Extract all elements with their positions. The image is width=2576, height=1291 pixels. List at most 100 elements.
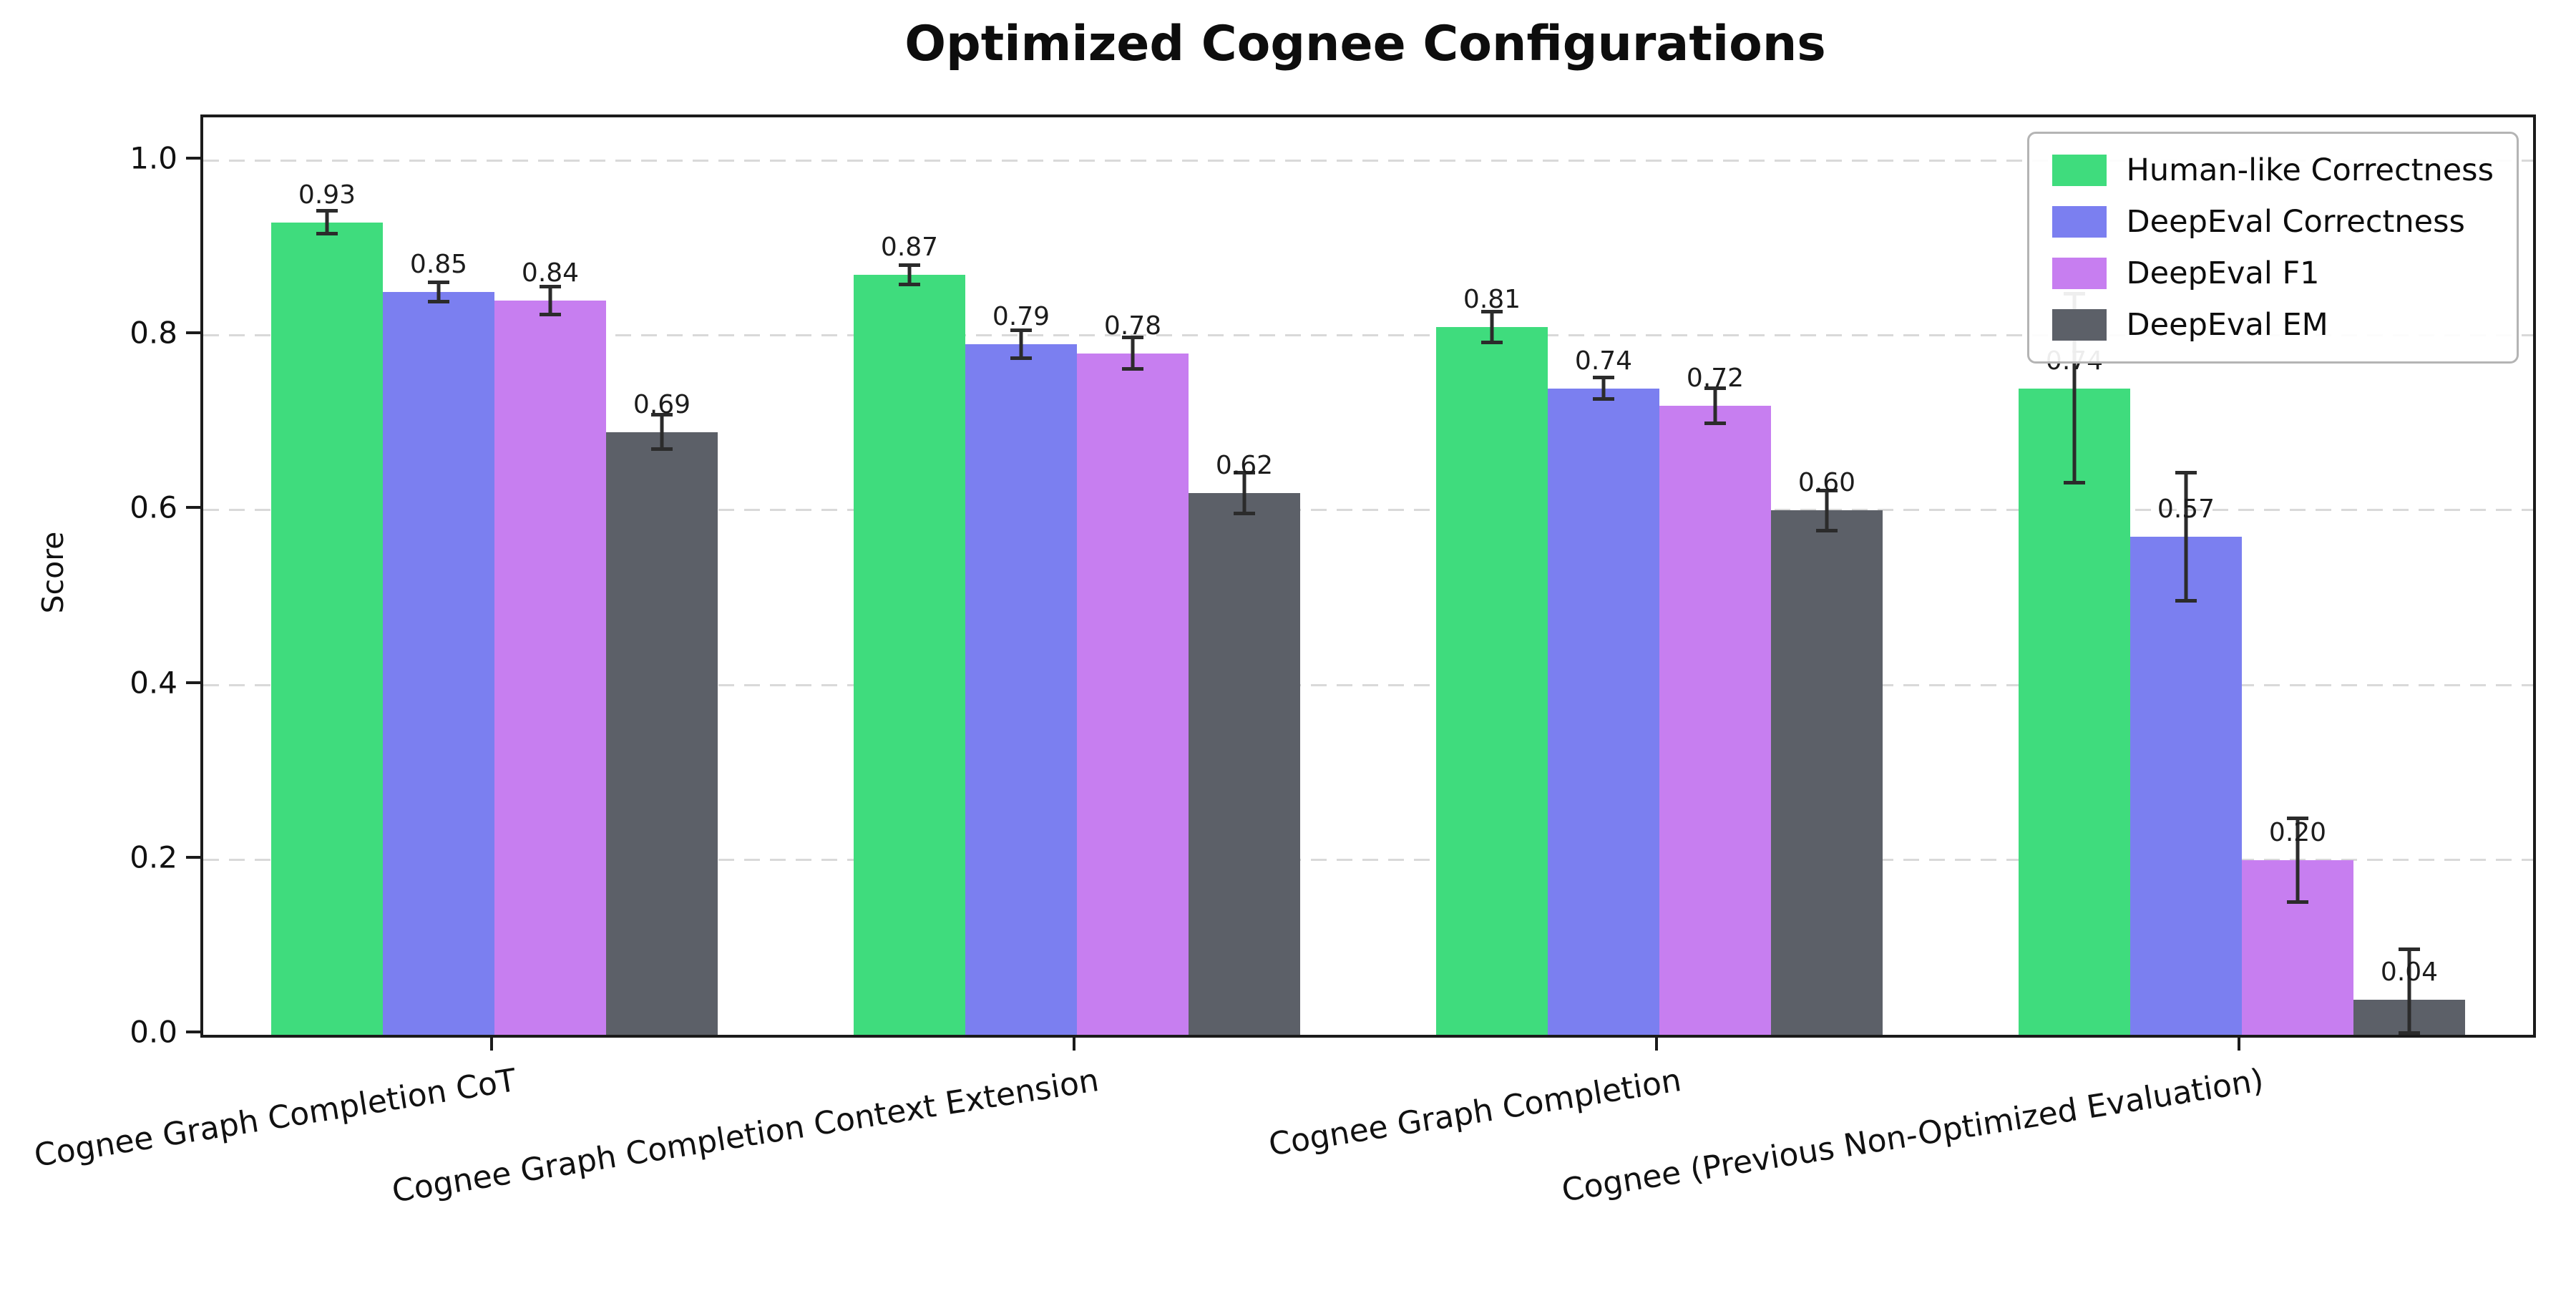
error-bar-cap	[651, 412, 673, 416]
bar-value-label: 0.04	[2380, 958, 2439, 988]
error-bar-cap	[1481, 341, 1503, 345]
gridline	[203, 334, 2533, 337]
y-tick-mark	[186, 855, 202, 859]
legend-item: DeepEval EM	[2051, 307, 2494, 343]
error-bar-cap	[1010, 328, 1032, 333]
error-bar-line	[2407, 947, 2411, 1035]
error-bar	[1234, 471, 1255, 515]
bar	[494, 301, 606, 1035]
error-bar-cap	[2399, 947, 2420, 951]
error-bar-line	[325, 209, 329, 235]
x-tick-mark	[2238, 1035, 2240, 1051]
bar-value-label: 0.74	[1574, 346, 1633, 376]
bar	[1436, 327, 1548, 1035]
error-bar	[2175, 471, 2197, 603]
legend-swatch	[2051, 206, 2107, 238]
error-bar-line	[1713, 386, 1717, 425]
bar	[1077, 353, 1189, 1035]
chart-title: Optimized Cognee Configurations	[904, 16, 1826, 72]
bar	[271, 222, 383, 1035]
y-tick-label: 1.0	[130, 140, 177, 176]
bar	[1189, 493, 1300, 1035]
error-bar	[316, 209, 338, 235]
error-bar-cap	[2399, 1031, 2420, 1035]
error-bar-cap	[1593, 396, 1614, 401]
error-bar	[651, 412, 673, 452]
error-bar	[2287, 816, 2308, 904]
bar-value-label: 0.62	[1215, 451, 1274, 481]
error-bar-cap	[1816, 528, 1838, 532]
error-bar-cap	[1704, 386, 1726, 391]
error-bar-cap	[1234, 511, 1255, 515]
legend-swatch	[2051, 309, 2107, 341]
y-tick-label: 0.8	[130, 315, 177, 351]
y-tick-mark	[186, 681, 202, 684]
bar-value-label: 0.85	[409, 250, 468, 280]
error-bar-cap	[1122, 336, 1143, 340]
error-bar	[1704, 386, 1726, 425]
plot-area: Human-like Correctness DeepEval Correctne…	[200, 115, 2536, 1038]
bar	[2019, 388, 2130, 1035]
y-tick-mark	[186, 1031, 202, 1033]
error-bar-cap	[2175, 471, 2197, 475]
error-bar-line	[907, 263, 912, 286]
error-bar-cap	[2287, 900, 2308, 904]
legend-swatch	[2051, 155, 2107, 186]
y-tick-label: 0.0	[130, 1014, 177, 1050]
legend-label: DeepEval F1	[2126, 255, 2320, 291]
error-bar-cap	[428, 300, 449, 304]
error-bar	[1481, 309, 1503, 345]
bar-value-label: 0.79	[992, 302, 1050, 332]
legend-item: DeepEval F1	[2051, 255, 2494, 291]
y-tick-mark	[186, 506, 202, 510]
error-bar-cap	[651, 447, 673, 452]
error-bar	[2399, 947, 2420, 1035]
y-tick-label: 0.2	[130, 839, 177, 875]
error-bar	[1593, 376, 1614, 401]
x-tick-mark	[1073, 1035, 1075, 1051]
bar-value-label: 0.84	[521, 258, 580, 288]
error-bar-cap	[2287, 816, 2308, 820]
error-bar-cap	[1816, 488, 1838, 492]
bar-value-label: 0.87	[880, 232, 939, 262]
y-tick-mark	[186, 331, 202, 335]
error-bar-cap	[1234, 471, 1255, 475]
error-bar-cap	[899, 282, 920, 286]
error-bar	[540, 285, 561, 317]
y-tick-mark	[186, 157, 202, 160]
bar-value-label: 0.20	[2268, 817, 2327, 847]
gridline	[203, 858, 2533, 861]
error-bar-cap	[2064, 480, 2085, 484]
error-bar-line	[1601, 376, 1606, 401]
error-bar-line	[548, 285, 552, 317]
legend-item: DeepEval Correctness	[2051, 204, 2494, 240]
bar-value-label: 0.60	[1797, 468, 1856, 498]
error-bar-line	[1131, 336, 1135, 371]
gridline	[203, 683, 2533, 686]
legend-label: Human-like Correctness	[2126, 152, 2494, 188]
legend-label: DeepEval Correctness	[2126, 204, 2465, 240]
error-bar-cap	[316, 209, 338, 213]
error-bar-line	[660, 412, 664, 452]
x-tick-label: Cognee Graph Completion CoT	[31, 1062, 519, 1174]
x-tick-label: Cognee Graph Completion	[1266, 1062, 1684, 1164]
legend-item: Human-like Correctness	[2051, 152, 2494, 188]
error-bar-cap	[1704, 421, 1726, 425]
bar	[1659, 405, 1771, 1035]
error-bar-line	[1490, 309, 1494, 345]
error-bar-cap	[428, 281, 449, 285]
error-bar-cap	[1481, 309, 1503, 313]
error-bar-line	[2184, 471, 2188, 603]
bar	[854, 274, 965, 1035]
bar	[2130, 537, 2242, 1035]
error-bar-line	[2296, 816, 2300, 904]
error-bar	[1122, 336, 1143, 371]
error-bar-line	[2072, 292, 2077, 484]
bar	[1548, 388, 1659, 1035]
error-bar-line	[1019, 328, 1023, 361]
y-axis: 0.0 0.2 0.4 0.6 0.8 1.0	[0, 115, 177, 1050]
error-bar-cap	[540, 285, 561, 289]
error-bar	[428, 281, 449, 304]
bar-value-label: 0.78	[1103, 311, 1162, 341]
